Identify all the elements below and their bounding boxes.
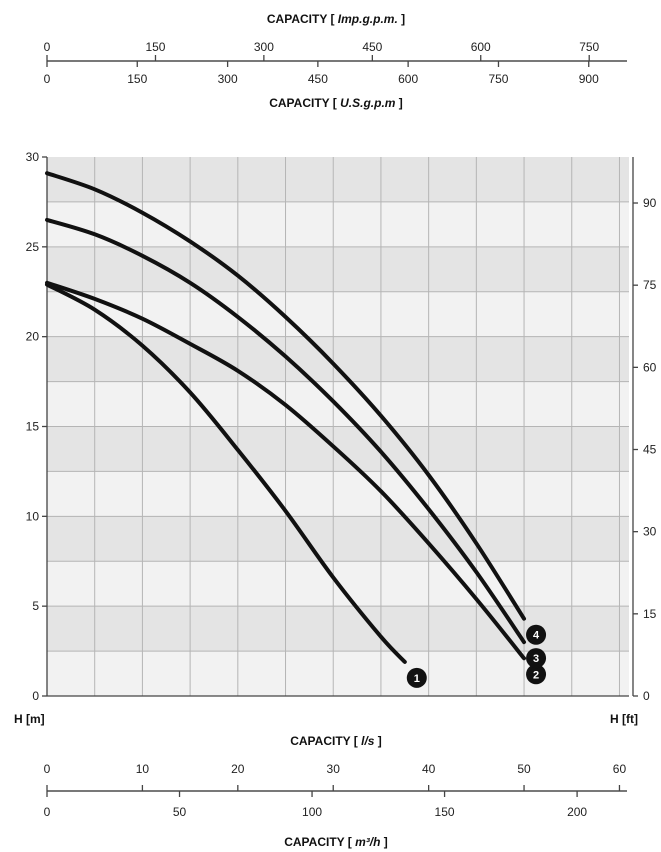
bottom-axis-2-tick-label: 50 xyxy=(173,805,187,819)
curve-badge-label: 2 xyxy=(533,669,539,681)
curve-badge-2: 2 xyxy=(526,664,547,685)
bottom-axis-2-tick-label: 0 xyxy=(44,805,51,819)
top-axis-2-tick-label: 300 xyxy=(218,72,238,86)
y-left-tick-label: 15 xyxy=(26,420,40,434)
y-right-tick-label: 30 xyxy=(643,525,657,539)
top-axis-1-title: CAPACITY [ Imp.g.p.m. ] xyxy=(267,12,405,26)
bottom-axis-2-tick-label: 150 xyxy=(435,805,455,819)
curve-4 xyxy=(45,171,526,621)
curve-badge-1: 1 xyxy=(406,667,427,688)
curve-2 xyxy=(45,280,526,661)
y-right-tick-label: 75 xyxy=(643,278,657,292)
bottom-axis-1-tick-label: 0 xyxy=(44,762,51,776)
alternating-bands xyxy=(47,157,629,652)
curves xyxy=(45,171,526,664)
y-axis-left-label: H [m] xyxy=(14,712,45,726)
curve-badge-4: 4 xyxy=(526,624,547,645)
bottom-axis-1-title: CAPACITY [ l/s ] xyxy=(290,734,382,748)
y-right-tick-label: 60 xyxy=(643,360,657,374)
grid-band xyxy=(47,157,629,202)
curve-badge-circle xyxy=(526,664,547,685)
curve-badge-label: 1 xyxy=(414,673,420,685)
curve-badge-label: 3 xyxy=(533,653,539,665)
bottom-axis-1-tick-label: 20 xyxy=(231,762,245,776)
curve-badge-3: 3 xyxy=(526,648,547,669)
y-right-tick-label: 15 xyxy=(643,607,657,621)
bottom-axis-2-title: CAPACITY [ m³/h ] xyxy=(284,835,388,849)
y-left-tick-label: 30 xyxy=(26,150,40,164)
top-axis-1-tick-label: 300 xyxy=(254,40,274,54)
y-right-tick-label: 45 xyxy=(643,443,657,457)
y-left-tick-label: 5 xyxy=(32,599,39,613)
y-left-tick-label: 25 xyxy=(26,240,40,254)
top-axis-1-tick-label: 150 xyxy=(145,40,165,54)
curve-3 xyxy=(45,217,526,645)
bottom-axis-1-tick-label: 30 xyxy=(327,762,341,776)
top-axis-2-tick-label: 750 xyxy=(488,72,508,86)
top-axis-2-tick-label: 900 xyxy=(579,72,599,86)
curve-badge-circle xyxy=(406,667,427,688)
top-axis-2-tick-label: 600 xyxy=(398,72,418,86)
y-left-tick-label: 0 xyxy=(32,689,39,703)
curve-badge-circle xyxy=(526,648,547,669)
curve-badge-circle xyxy=(526,624,547,645)
bottom-axis-1-tick-label: 60 xyxy=(613,762,627,776)
bottom-axis-1-tick-label: 50 xyxy=(517,762,531,776)
bottom-axis-1-tick-label: 40 xyxy=(422,762,436,776)
top-axis-1-tick-label: 450 xyxy=(362,40,382,54)
top-axis-1-tick-label: 750 xyxy=(579,40,599,54)
bottom-axis-2-tick-label: 100 xyxy=(302,805,322,819)
bottom-axis-1-tick-label: 10 xyxy=(136,762,150,776)
y-right-tick-label: 0 xyxy=(643,689,650,703)
y-left-tick-label: 20 xyxy=(26,330,40,344)
y-right-tick-label: 90 xyxy=(643,196,657,210)
curve-1 xyxy=(45,282,407,664)
grid-band xyxy=(47,516,629,562)
curve-badge-label: 4 xyxy=(533,630,540,642)
top-axis-2-title: CAPACITY [ U.S.g.p.m ] xyxy=(269,96,403,110)
top-axis-1-tick-label: 0 xyxy=(44,40,51,54)
top-axis-1-tick-label: 600 xyxy=(471,40,491,54)
top-axis-2-tick-label: 450 xyxy=(308,72,328,86)
y-axis-right-label: H [ft] xyxy=(610,712,638,726)
grid-band xyxy=(47,336,629,382)
y-left-tick-label: 10 xyxy=(26,509,40,523)
bottom-axis-2-tick-label: 200 xyxy=(567,805,587,819)
curve-badges: 1 2 3 4 xyxy=(406,624,547,688)
top-axis-2-tick-label: 150 xyxy=(127,72,147,86)
top-axis-2-tick-label: 0 xyxy=(44,72,51,86)
grid-band xyxy=(47,246,629,292)
